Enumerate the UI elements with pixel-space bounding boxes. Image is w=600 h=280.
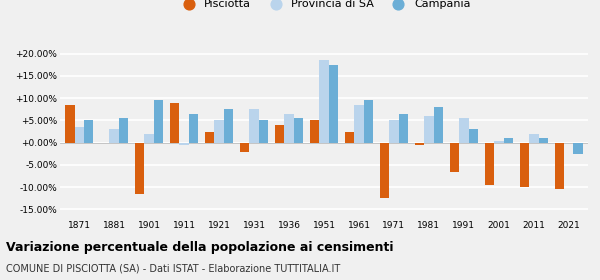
Bar xyxy=(294,118,303,143)
Bar xyxy=(380,143,389,198)
Bar xyxy=(189,114,198,143)
Bar xyxy=(65,105,74,143)
Bar xyxy=(154,101,163,143)
Bar xyxy=(250,109,259,143)
Bar xyxy=(415,143,424,145)
Bar xyxy=(494,141,503,143)
Bar xyxy=(284,114,294,143)
Bar xyxy=(74,127,84,143)
Bar xyxy=(469,129,478,143)
Bar xyxy=(329,65,338,143)
Bar xyxy=(539,138,548,143)
Bar xyxy=(364,101,373,143)
Bar xyxy=(485,143,494,185)
Bar xyxy=(398,114,408,143)
Bar xyxy=(424,116,434,143)
Bar xyxy=(310,120,319,143)
Text: COMUNE DI PISCIOTTA (SA) - Dati ISTAT - Elaborazione TUTTITALIA.IT: COMUNE DI PISCIOTTA (SA) - Dati ISTAT - … xyxy=(6,263,340,273)
Bar xyxy=(434,107,443,143)
Bar xyxy=(214,120,224,143)
Bar xyxy=(574,143,583,154)
Bar xyxy=(179,143,189,145)
Bar xyxy=(135,143,145,194)
Bar xyxy=(224,109,233,143)
Bar xyxy=(145,134,154,143)
Bar xyxy=(459,118,469,143)
Legend: Pisciotta, Provincia di SA, Campania: Pisciotta, Provincia di SA, Campania xyxy=(173,0,475,14)
Bar xyxy=(109,129,119,143)
Bar xyxy=(240,143,250,152)
Bar xyxy=(84,120,94,143)
Bar xyxy=(275,125,284,143)
Bar xyxy=(520,143,529,187)
Bar xyxy=(503,138,513,143)
Bar xyxy=(319,60,329,143)
Bar xyxy=(119,118,128,143)
Bar xyxy=(529,134,539,143)
Bar xyxy=(345,132,354,143)
Bar xyxy=(354,105,364,143)
Bar xyxy=(205,132,214,143)
Bar xyxy=(170,103,179,143)
Bar xyxy=(259,120,268,143)
Text: Variazione percentuale della popolazione ai censimenti: Variazione percentuale della popolazione… xyxy=(6,241,394,254)
Bar xyxy=(450,143,459,172)
Bar xyxy=(389,120,398,143)
Bar xyxy=(554,143,564,190)
